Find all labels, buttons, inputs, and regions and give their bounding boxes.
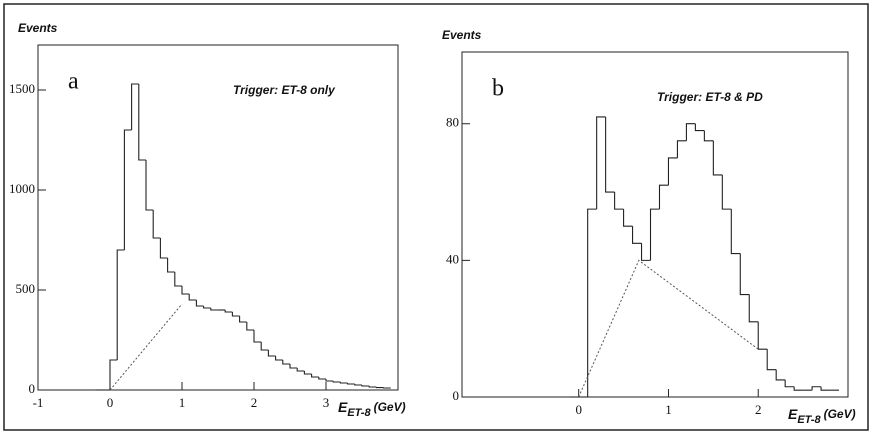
histogram-bin [296, 368, 305, 372]
histogram-bin [123, 129, 132, 250]
x-tick-label: -1 [33, 395, 44, 410]
y-tick-label: 1000 [9, 181, 35, 196]
histogram-bin [721, 174, 732, 210]
histogram-bin [188, 294, 197, 301]
background-line [578, 259, 759, 398]
histogram-bin [793, 386, 804, 391]
x-tick-label: 2 [251, 395, 258, 410]
background-line [109, 303, 183, 391]
y-tick-label: 1500 [9, 81, 35, 96]
histogram-bin [347, 383, 355, 385]
histogram-bin [587, 208, 597, 397]
histogram-bin [775, 369, 786, 381]
histogram-bin [289, 364, 298, 369]
histogram-bin [131, 83, 139, 130]
y-tick-label: 500 [16, 281, 36, 296]
plot-frame [37, 44, 399, 391]
histogram-bin [784, 379, 795, 388]
histogram-bin [757, 321, 768, 350]
annotation: Trigger: ET-8 only [233, 83, 336, 97]
histogram-bin [267, 350, 276, 357]
histogram-bin [354, 384, 362, 386]
histogram-bin [231, 312, 240, 317]
x-tick-label: 1 [179, 395, 186, 410]
x-label-main: E [338, 399, 348, 415]
y-tick-label: 80 [446, 115, 459, 130]
histogram-bin [375, 387, 384, 389]
histogram-bin [152, 210, 161, 239]
x-tick-label: 0 [575, 402, 582, 417]
histogram-bin [145, 160, 154, 211]
histogram-bin [138, 84, 146, 161]
histogram-bin [730, 209, 741, 255]
histogram-bin [605, 116, 615, 193]
histogram-bin [685, 123, 696, 141]
panel-label: b [492, 76, 504, 102]
histogram-bin [174, 272, 182, 287]
histogram-bin [239, 316, 247, 323]
histogram-bin [632, 226, 642, 244]
histogram-bin [203, 306, 211, 309]
histogram-bin [109, 359, 118, 390]
histogram-bin [195, 300, 204, 307]
y-axis-label: Events [442, 28, 482, 42]
histogram-bin [748, 294, 759, 323]
x-tick-label: 2 [755, 402, 762, 417]
x-tick-label: 1 [665, 402, 672, 417]
x-axis-label: EET-8 (GeV) [338, 399, 406, 419]
y-tick-label: 0 [453, 388, 460, 403]
histogram-bin [325, 379, 334, 382]
plot-frame [461, 51, 849, 398]
histogram-bin [676, 140, 687, 158]
histogram-bin [210, 308, 218, 311]
histogram-bin [368, 386, 377, 388]
outer-border [3, 3, 869, 431]
histogram-bin [820, 386, 831, 391]
histogram-bin [361, 385, 370, 387]
histogram-bin [614, 192, 624, 210]
histogram-bin [766, 349, 777, 371]
x-label-sub: ET-8 [347, 407, 371, 419]
histogram-bin [667, 157, 678, 186]
histogram-bin [311, 374, 319, 378]
x-label-unit: (GeV) [374, 400, 406, 414]
histogram-bin [623, 209, 633, 227]
histogram-bin [181, 286, 190, 295]
histogram-bin [703, 130, 714, 142]
x-tick-label: 0 [107, 395, 114, 410]
y-tick-label: 40 [446, 251, 459, 266]
histogram-bin [658, 184, 669, 210]
histogram-bin [318, 377, 326, 380]
histogram-bin [712, 140, 723, 176]
histogram-bin [640, 243, 651, 261]
histogram-bin [596, 116, 606, 210]
panel-label: a [68, 69, 79, 95]
x-label-sub: ET-8 [797, 414, 821, 426]
histogram-bin [282, 360, 290, 365]
histogram-bin [253, 330, 262, 343]
histogram-bin [649, 208, 660, 261]
x-label-unit: (GeV) [824, 407, 856, 421]
annotation: Trigger: ET-8 & PD [657, 90, 763, 104]
x-axis-label: EET-8 (GeV) [788, 406, 856, 426]
histogram-bin [811, 386, 822, 391]
histogram-bin [739, 253, 750, 296]
histogram-bin [167, 258, 175, 273]
y-tick-label: 0 [29, 381, 36, 396]
histogram-bin [116, 249, 125, 360]
histogram-bin [159, 238, 168, 259]
x-tick-label: 3 [323, 395, 330, 410]
histogram-bin [332, 381, 341, 383]
x-label-main: E [788, 406, 798, 422]
histogram-bin [303, 371, 312, 375]
histogram-bin [246, 322, 254, 331]
y-axis-label: Events [18, 21, 58, 35]
histogram-bin [339, 382, 348, 384]
histogram-bin [275, 356, 283, 361]
histogram-bin [260, 342, 269, 351]
histogram-bin [224, 310, 233, 313]
histogram-bin [694, 123, 705, 132]
